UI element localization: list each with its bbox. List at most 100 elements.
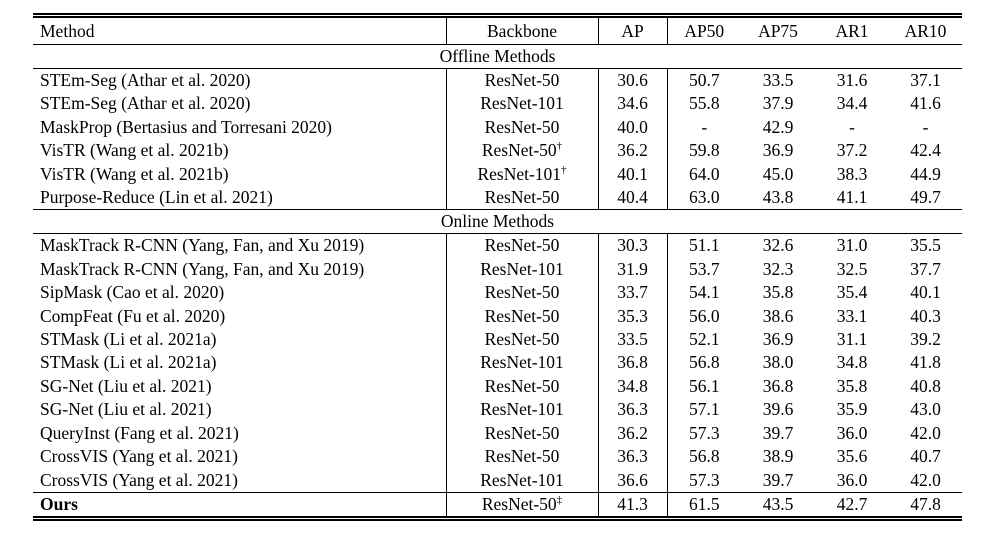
- backbone-cell: ResNet-101: [446, 468, 599, 493]
- table-row: MaskProp (Bertasius and Torresani 2020) R…: [33, 115, 962, 140]
- table-row: STMask (Li et al. 2021a) ResNet-50 33.5 52.…: [33, 328, 962, 352]
- metric-cell: 42.9: [762, 116, 794, 137]
- backbone-cell: ResNet-101: [446, 398, 599, 422]
- backbone-cell: ResNet-101: [446, 351, 599, 375]
- metric-cell: 33.5: [762, 70, 794, 90]
- metric-cell: 35.6: [836, 446, 868, 467]
- backbone-name: ResNet-50: [481, 140, 557, 161]
- table-row: QueryInst (Fang et al. 2021) ResNet-50 36.…: [33, 421, 962, 446]
- metric-cell: 34.4: [836, 93, 868, 114]
- metric-cell: 33.5: [598, 328, 668, 352]
- table-row: CrossVIS (Yang et al. 2021) ResNet-101 36.…: [33, 468, 962, 493]
- metric-cell: 35.5: [910, 235, 941, 256]
- col-header-ap75: AP75: [758, 21, 798, 41]
- metric-cell: 41.8: [910, 352, 941, 373]
- backbone-cell: ResNet-101: [446, 257, 599, 282]
- metric-cell: 39.7: [762, 469, 794, 490]
- method-cell: MaskTrack R-CNN (Yang, Fan, and Xu 2019): [33, 257, 447, 282]
- method-cell: Purpose-Reduce (Lin et al. 2021): [33, 186, 447, 210]
- metric-cell: 33.1: [836, 305, 868, 326]
- backbone-cell: ResNet-50: [446, 115, 599, 140]
- header-row: Method Backbone AP AP50 AP75 AR1 AR10: [33, 15, 962, 45]
- metric-cell: 41.6: [910, 93, 941, 114]
- method-cell: CrossVIS (Yang et al. 2021): [33, 468, 447, 493]
- backbone-name: ResNet-50: [484, 375, 560, 396]
- metric-cell: 37.2: [836, 140, 868, 161]
- metric-cell: 30.6: [598, 68, 668, 93]
- metric-cell: 52.1: [688, 329, 720, 350]
- method-cell: Ours: [33, 492, 447, 519]
- metric-cell: 38.3: [836, 163, 868, 184]
- metric-cell: 47.8: [910, 493, 941, 514]
- backbone-name: ResNet-50: [484, 70, 560, 90]
- metric-cell: 40.7: [910, 446, 941, 467]
- metric-cell: 34.8: [836, 352, 868, 373]
- metric-cell: 40.1: [598, 162, 668, 187]
- backbone-cell: ResNet-50: [446, 186, 599, 210]
- col-header-method: Method: [33, 15, 447, 45]
- backbone-name: ResNet-50: [484, 282, 560, 303]
- metric-cell: 39.6: [762, 399, 794, 420]
- metric-cell: 34.6: [598, 92, 668, 116]
- metric-cell: 57.3: [688, 422, 720, 443]
- metric-cell: 30.3: [598, 233, 668, 258]
- table-row: MaskTrack R-CNN (Yang, Fan, and Xu 2019)…: [33, 233, 962, 258]
- table-row: STEm-Seg (Athar et al. 2020) ResNet-101 34…: [33, 92, 962, 116]
- backbone-name: ResNet-50: [484, 116, 560, 137]
- method-cell: VisTR (Wang et al. 2021b): [33, 162, 447, 187]
- metric-cell: 32.6: [762, 235, 794, 256]
- backbone-marker: ‡: [556, 494, 563, 507]
- metric-cell: 57.3: [688, 469, 720, 490]
- backbone-name: ResNet-101: [477, 163, 562, 184]
- method-cell: QueryInst (Fang et al. 2021): [33, 421, 447, 446]
- backbone-name: ResNet-50: [484, 305, 560, 326]
- metric-cell: 36.2: [598, 421, 668, 446]
- method-cell: SG-Net (Liu et al. 2021): [33, 374, 447, 399]
- backbone-name: ResNet-50: [484, 187, 560, 208]
- metric-cell: 35.3: [598, 304, 668, 329]
- metric-cell: 42.0: [910, 469, 941, 490]
- table-row: SipMask (Cao et al. 2020) ResNet-50 33.7 54…: [33, 281, 962, 305]
- table-row: Ours ResNet-50‡ 41.3 61.5 43.5 42.7 47.8: [33, 492, 962, 519]
- metric-cell: 31.9: [598, 257, 668, 282]
- metric-cell: 42.0: [910, 422, 941, 443]
- results-table: Method Backbone AP AP50 AP75 AR1 AR10 Of…: [33, 13, 962, 522]
- metric-cell: 37.7: [910, 258, 941, 279]
- metric-cell: 32.3: [762, 258, 794, 279]
- backbone-cell: ResNet-50: [446, 328, 599, 352]
- method-cell: CompFeat (Fu et al. 2020): [33, 304, 447, 329]
- method-cell: MaskProp (Bertasius and Torresani 2020): [33, 115, 447, 140]
- table-row: SG-Net (Liu et al. 2021) ResNet-50 34.8 56.…: [33, 374, 962, 399]
- backbone-cell: ResNet-50: [446, 68, 599, 93]
- metric-cell: 36.0: [836, 422, 868, 443]
- metric-cell: 40.4: [598, 186, 668, 210]
- metric-cell: -: [701, 116, 708, 137]
- metric-cell: 36.2: [598, 139, 668, 163]
- backbone-cell: ResNet-50: [446, 304, 599, 329]
- metric-cell: 56.8: [688, 352, 720, 373]
- backbone-name: ResNet-50: [484, 329, 560, 350]
- metric-cell: 40.0: [598, 115, 668, 140]
- metric-cell: 35.9: [836, 399, 868, 420]
- metric-cell: 53.7: [688, 258, 720, 279]
- method-cell: STMask (Li et al. 2021a): [33, 351, 447, 375]
- backbone-marker: †: [556, 140, 563, 153]
- metric-cell: 49.7: [910, 187, 941, 208]
- metric-cell: 64.0: [688, 163, 720, 184]
- metric-cell: 40.3: [910, 305, 941, 326]
- metric-cell: 39.7: [762, 422, 794, 443]
- metric-cell: 34.8: [598, 374, 668, 399]
- backbone-name: ResNet-101: [480, 258, 564, 279]
- backbone-name: ResNet-50: [484, 422, 560, 443]
- metric-cell: 43.0: [910, 399, 941, 420]
- metric-cell: 35.4: [836, 282, 868, 303]
- section-label: Online Methods: [440, 211, 555, 232]
- method-cell: SipMask (Cao et al. 2020): [33, 281, 447, 305]
- metric-cell: 42.4: [910, 140, 941, 161]
- backbone-cell: ResNet-101†: [446, 162, 599, 187]
- metric-cell: 35.8: [836, 375, 868, 396]
- table-row: VisTR (Wang et al. 2021b) ResNet-101† 40.1…: [33, 162, 962, 187]
- backbone-marker: †: [561, 163, 567, 176]
- section-label: Offline Methods: [439, 46, 556, 66]
- col-header-ap: AP: [598, 15, 668, 45]
